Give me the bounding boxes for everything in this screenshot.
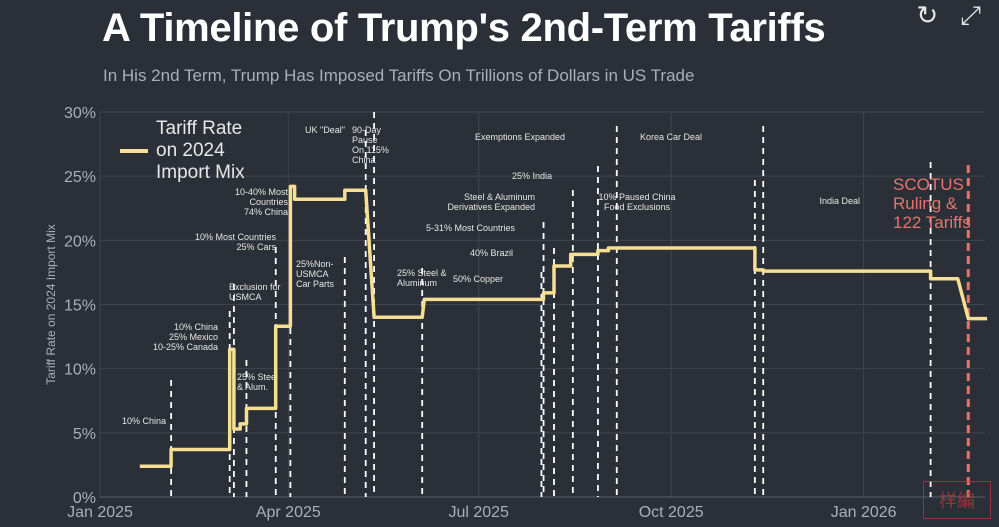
event-label: 10% Most Countries 25% Cars <box>195 232 277 252</box>
event-label: Exclusion for USMCA <box>229 282 281 302</box>
y-tick-label: 10% <box>64 362 96 379</box>
x-tick-label: Jul 2025 <box>448 504 509 521</box>
event-label: India Deal <box>819 196 860 206</box>
x-tick-label: Jan 2025 <box>67 504 133 521</box>
event-label: 40% Brazil <box>470 248 513 258</box>
chart-subtitle: In His 2nd Term, Trump Has Imposed Tarif… <box>103 66 695 85</box>
watermark-stamp: 样編 <box>923 481 991 519</box>
event-label: UK "Deal" <box>305 125 345 135</box>
event-label: Korea Car Deal <box>640 132 702 142</box>
refresh-icon[interactable]: ↻ <box>916 0 939 30</box>
y-tick-label: 20% <box>64 233 96 250</box>
y-tick-label: 0% <box>73 490 96 507</box>
chart-title: A Timeline of Trump's 2nd-Term Tariffs <box>102 6 826 50</box>
event-label: 10% Paused China Food Exclusions <box>598 192 675 212</box>
event-label: Steel & Aluminum Derivatives Expanded <box>447 192 535 212</box>
y-tick-label: 30% <box>64 105 96 122</box>
event-label: 25% Steel & Aluminum <box>397 268 447 288</box>
y-axis-title: Tariff Rate on 2024 Import Mix <box>44 224 58 385</box>
x-tick-label: Jan 2026 <box>831 504 897 521</box>
event-label: 5-31% Most Countries <box>426 223 516 233</box>
y-tick-label: 5% <box>73 426 96 443</box>
event-label: 10% China <box>122 416 166 426</box>
event-label: Exemptions Expanded <box>475 132 565 142</box>
legend-label: Tariff Rate on 2024 Import Mix <box>156 118 245 183</box>
x-tick-label: Oct 2025 <box>639 504 704 521</box>
event-label: 90-Day Pause On 115% China <box>352 125 389 165</box>
event-label: 50% Copper <box>453 274 503 284</box>
x-tick-label: Apr 2025 <box>256 504 321 521</box>
corner-toolbar: ↻ ⤢ <box>916 0 981 32</box>
y-tick-label: 25% <box>64 169 96 186</box>
event-label: 10% China 25% Mexico 10-25% Canada <box>153 322 218 352</box>
event-label: 25% India <box>512 171 552 181</box>
expand-icon[interactable]: ⤢ <box>960 0 981 30</box>
event-label: 25% Steel & Alum. <box>237 372 278 392</box>
event-label: 10-40% Most Countries 74% China <box>235 187 289 217</box>
scotus-annotation: SCOTUS Ruling & 122 Tariffs <box>893 175 971 232</box>
y-tick-label: 15% <box>64 298 96 315</box>
event-label: 25%Non-USMCA Car Parts <box>296 259 335 289</box>
tariff-rate-line <box>139 184 988 468</box>
